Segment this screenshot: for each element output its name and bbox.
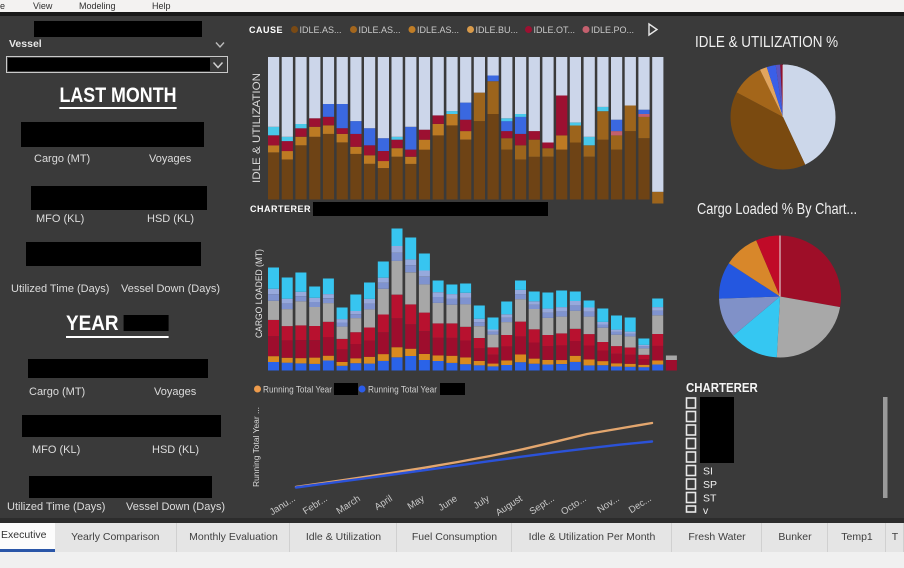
svg-text:IDLE.AS...: IDLE.AS... [417, 25, 459, 35]
svg-text:IDLE.AS...: IDLE.AS... [300, 25, 342, 35]
svg-text:Running Total Year ...: Running Total Year ... [251, 407, 261, 487]
svg-text:CAUSE: CAUSE [249, 25, 283, 35]
svg-text:Sept...: Sept... [528, 493, 557, 517]
svg-text:ST: ST [703, 493, 717, 505]
svg-text:Febr...: Febr... [301, 493, 330, 517]
svg-text:SI: SI [703, 466, 713, 478]
svg-text:SP: SP [703, 479, 717, 491]
svg-text:IDLE.AS...: IDLE.AS... [359, 25, 401, 35]
svg-text:IDLE.PO...: IDLE.PO... [591, 25, 634, 35]
svg-text:March: March [334, 493, 362, 517]
svg-text:CHARTERER: CHARTERER [250, 204, 311, 214]
svg-text:CARGO LOADED (MT): CARGO LOADED (MT) [254, 249, 264, 338]
svg-text:August: August [494, 493, 525, 519]
svg-text:Dec...: Dec... [627, 493, 654, 516]
svg-text:April: April [373, 493, 395, 513]
svg-text:IDLE.OT...: IDLE.OT... [534, 25, 576, 35]
svg-text:v: v [703, 505, 709, 517]
svg-text:IDLE.BU...: IDLE.BU... [476, 25, 519, 35]
svg-text:IDLE & UTILIZATION: IDLE & UTILIZATION [251, 73, 263, 183]
svg-text:May: May [406, 493, 427, 512]
svg-text:July: July [471, 493, 491, 512]
svg-text:Octo...: Octo... [559, 493, 588, 517]
svg-text:Running Total Year: Running Total Year [263, 385, 332, 395]
svg-text:Nov...: Nov... [595, 493, 621, 515]
svg-text:Janu...: Janu... [268, 493, 298, 518]
svg-text:June: June [436, 493, 459, 513]
svg-text:Running Total Year: Running Total Year [368, 385, 437, 395]
